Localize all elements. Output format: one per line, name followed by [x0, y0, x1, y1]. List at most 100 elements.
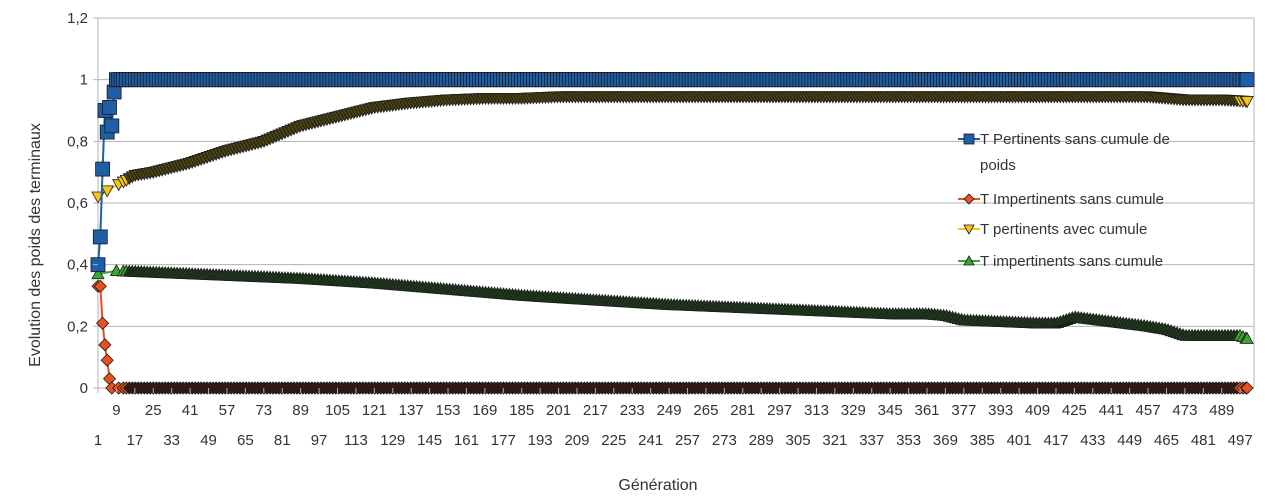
- x-tick-label: 425: [1062, 402, 1087, 419]
- x-tick-label: 305: [786, 432, 811, 449]
- y-tick-label: 1,2: [67, 10, 88, 27]
- square-marker: [102, 100, 117, 115]
- square-marker: [92, 229, 108, 245]
- x-tick-label: 105: [325, 402, 350, 419]
- legend-marker: [963, 133, 975, 145]
- x-tick-label: 49: [200, 432, 217, 449]
- y-tick-label: 0,2: [67, 318, 88, 335]
- x-tick-label: 321: [822, 432, 847, 449]
- x-tick-label: 225: [601, 432, 626, 449]
- x-tick-label: 289: [749, 432, 774, 449]
- x-axis-title: Génération: [618, 477, 697, 494]
- x-tick-label: 169: [472, 402, 497, 419]
- triangle-up-marker: [91, 267, 105, 280]
- y-tick-label: 0: [80, 380, 88, 397]
- diamond-marker: [96, 316, 110, 330]
- series-3: [91, 91, 1254, 204]
- x-tick-label: 233: [620, 402, 645, 419]
- legend-item-2: T Impertinents sans cumule: [958, 191, 1164, 208]
- x-tick-label: 369: [933, 432, 958, 449]
- x-tick-label: 65: [237, 432, 254, 449]
- square-marker: [106, 84, 122, 100]
- x-tick-label: 345: [878, 402, 903, 419]
- x-tick-label: 1: [94, 432, 102, 449]
- legend-label: T pertinents avec cumule: [980, 221, 1147, 238]
- diamond-marker: [102, 372, 117, 386]
- y-tick-label: 1: [80, 72, 88, 89]
- series-2: [91, 279, 1254, 395]
- diamond-marker: [100, 353, 114, 367]
- x-tick-label: 209: [564, 432, 589, 449]
- x-tick-label: 449: [1117, 432, 1142, 449]
- x-tick-label: 249: [657, 402, 682, 419]
- x-tick-label: 313: [804, 402, 829, 419]
- series-1: [90, 72, 1255, 273]
- x-tick-label: 465: [1154, 432, 1179, 449]
- x-tick-label: 137: [399, 402, 424, 419]
- x-tick-label: 97: [311, 432, 328, 449]
- y-axis-ticks: 0 0,2 0,4 0,6 0,8 1 1,2: [67, 10, 98, 397]
- triangle-down-marker: [100, 185, 114, 198]
- x-tick-label: 361: [914, 402, 939, 419]
- x-tick-label: 201: [546, 402, 571, 419]
- x-tick-label: 401: [1007, 432, 1032, 449]
- x-tick-label: 273: [712, 432, 737, 449]
- x-tick-label: 153: [436, 402, 461, 419]
- series-layer: [90, 72, 1255, 395]
- x-tick-label: 73: [255, 402, 272, 419]
- triangle-down-marker: [1240, 96, 1254, 109]
- x-tick-label: 129: [380, 432, 405, 449]
- legend-item-1: T Pertinents sans cumule de poids: [958, 131, 1170, 174]
- x-tick-label: 497: [1228, 432, 1253, 449]
- triangle-up-marker: [1240, 331, 1254, 344]
- x-tick-label: 433: [1080, 432, 1105, 449]
- series-4: [91, 264, 1254, 344]
- legend-label: T Pertinents sans cumule de poids: [980, 131, 1170, 174]
- x-tick-label: 57: [219, 402, 236, 419]
- diamond-marker: [98, 338, 112, 352]
- x-tick-label: 353: [896, 432, 921, 449]
- x-tick-label: 489: [1209, 402, 1234, 419]
- y-tick-label: 0,4: [67, 257, 88, 274]
- x-tick-label: 473: [1172, 402, 1197, 419]
- legend-label: T impertinents sans cumule: [980, 253, 1163, 270]
- square-marker: [1239, 72, 1255, 88]
- x-tick-label: 337: [859, 432, 884, 449]
- x-tick-label: 281: [730, 402, 755, 419]
- x-tick-label: 441: [1099, 402, 1124, 419]
- square-marker: [104, 118, 120, 134]
- diamond-marker: [93, 279, 107, 293]
- x-tick-label: 217: [583, 402, 608, 419]
- x-tick-label: 481: [1191, 432, 1216, 449]
- legend-item-4: T impertinents sans cumule: [958, 253, 1163, 270]
- x-tick-label: 297: [767, 402, 792, 419]
- x-tick-label: 457: [1136, 402, 1161, 419]
- x-tick-label: 121: [362, 402, 387, 419]
- x-tick-label: 393: [988, 402, 1013, 419]
- x-tick-label: 25: [145, 402, 162, 419]
- y-axis-title: Evolution des poids des terminaux: [27, 123, 44, 367]
- x-tick-label: 265: [693, 402, 718, 419]
- y-tick-label: 0,6: [67, 195, 88, 212]
- legend-marker: [963, 224, 975, 235]
- legend-marker: [963, 255, 975, 266]
- x-tick-label: 9: [112, 402, 120, 419]
- x-tick-label: 33: [163, 432, 180, 449]
- x-tick-label: 81: [274, 432, 291, 449]
- x-tick-label: 185: [509, 402, 534, 419]
- legend-marker: [963, 193, 975, 205]
- x-axis-ticks: 9 25 41 57 73 89 105 121 137 153 169 185 201 217 233 24…: [94, 388, 1253, 449]
- x-tick-label: 257: [675, 432, 700, 449]
- x-tick-label: 193: [528, 432, 553, 449]
- x-tick-label: 17: [127, 432, 144, 449]
- legend: T Pertinents sans cumule de poids T Impert…: [958, 131, 1170, 270]
- x-tick-label: 161: [454, 432, 479, 449]
- x-tick-label: 329: [841, 402, 866, 419]
- y-tick-label: 0,8: [67, 133, 88, 150]
- x-tick-label: 113: [344, 432, 368, 449]
- diamond-marker: [1240, 381, 1254, 395]
- legend-item-3: T pertinents avec cumule: [958, 221, 1147, 238]
- x-tick-label: 385: [970, 432, 995, 449]
- x-tick-label: 417: [1043, 432, 1068, 449]
